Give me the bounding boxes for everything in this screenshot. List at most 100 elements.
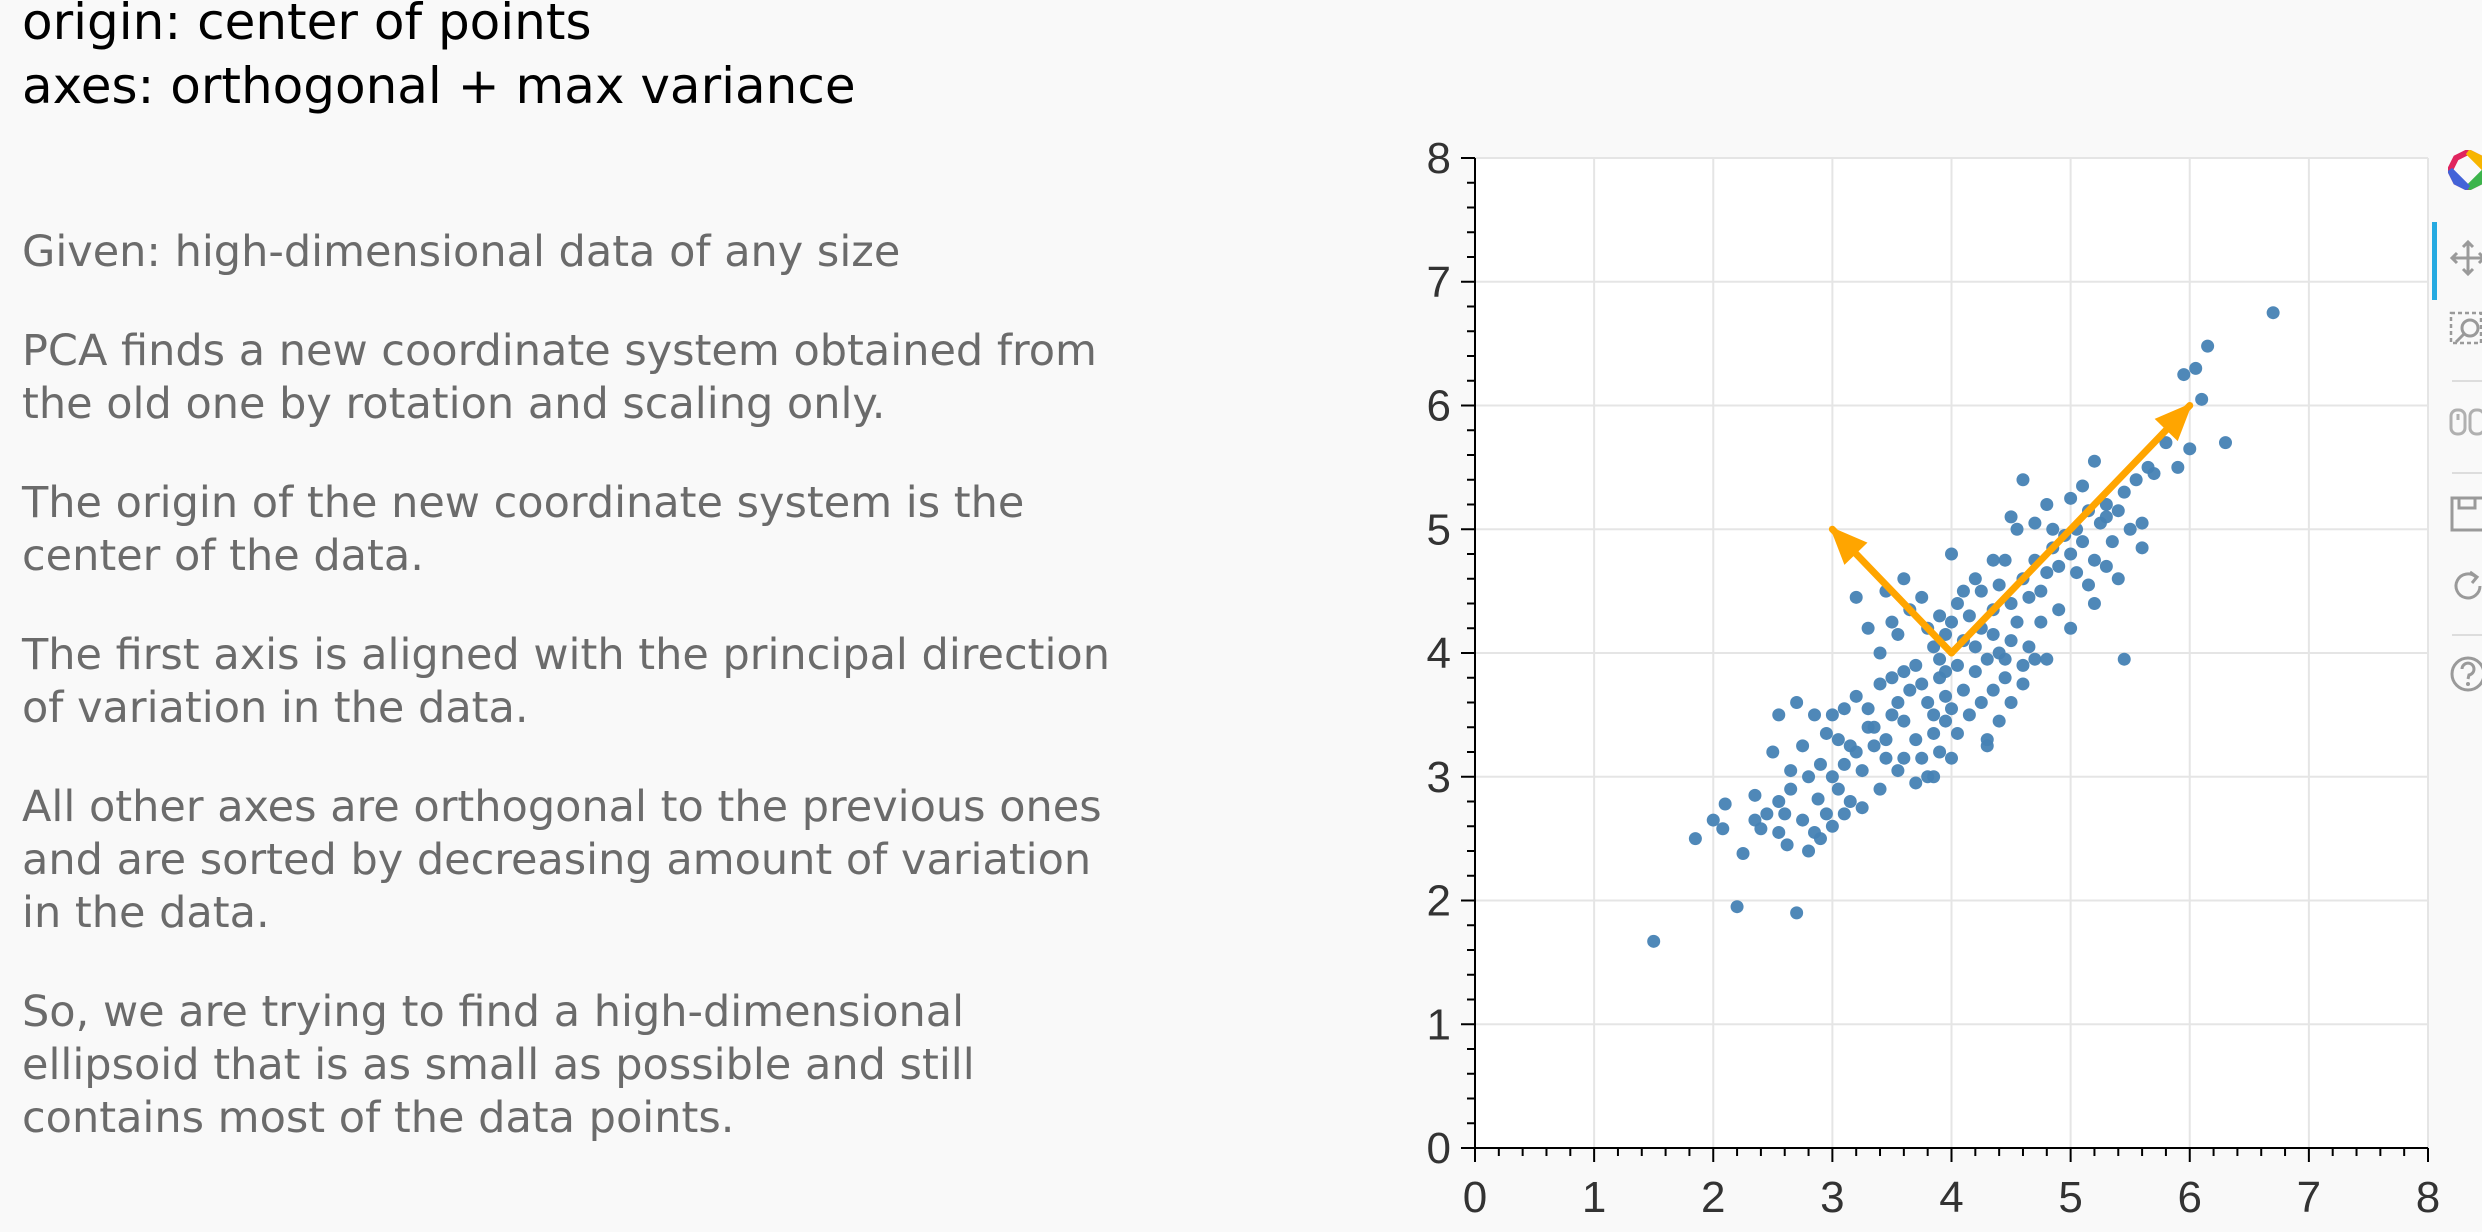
data-point [2004, 510, 2018, 524]
data-point [1968, 572, 1982, 586]
data-point [1813, 832, 1827, 846]
data-point [1780, 838, 1794, 852]
bokeh-logo-icon[interactable] [2448, 150, 2482, 190]
data-point [2123, 522, 2137, 536]
data-point [2016, 658, 2030, 672]
wheel-zoom-icon[interactable] [2448, 402, 2482, 442]
second-principal-axis-head [1829, 526, 1868, 565]
axes: 0 1 2 3 4 5 6 7 8 0 1 2 3 4 5 6 7 8 [1427, 140, 2440, 1222]
x-tick-label: 0 [1463, 1173, 1487, 1222]
data-point [1939, 714, 1953, 728]
data-point [2070, 566, 2084, 580]
data-point [1956, 584, 1970, 598]
data-point [2105, 535, 2119, 549]
data-point [1730, 900, 1744, 914]
paragraph-given: Given: high-dimensional data of any size [22, 227, 901, 277]
data-point [1813, 757, 1827, 771]
data-point [1891, 764, 1905, 778]
data-point [1736, 846, 1750, 860]
data-point [1849, 689, 1863, 703]
data-point [2004, 696, 2018, 709]
data-point [1772, 825, 1786, 839]
data-point [1784, 764, 1798, 778]
data-point [2117, 652, 2131, 666]
paragraph-other-axes: All other axes are orthogonal to the pre… [22, 782, 1102, 938]
data-point [1933, 745, 1947, 759]
data-point [1945, 615, 1958, 629]
help-icon[interactable] [2448, 654, 2482, 694]
data-point [1956, 683, 1970, 697]
y-tick-label: 5 [1427, 505, 1451, 554]
x-tick-label: 6 [2178, 1173, 2202, 1222]
data-point [1909, 733, 1923, 747]
data-point [1992, 714, 2006, 728]
data-point [1754, 822, 1768, 836]
paragraph-origin: The origin of the new coordinate system … [22, 478, 1025, 581]
data-point [2087, 454, 2101, 468]
x-tick-label: 5 [2058, 1173, 2082, 1222]
data-point [1921, 696, 1935, 709]
data-point [1986, 627, 2000, 641]
x-tick-label: 2 [1701, 1173, 1725, 1222]
data-point [1933, 652, 1947, 666]
data-point [1897, 665, 1911, 679]
plot-toolbar [2420, 150, 2482, 710]
box-zoom-icon[interactable] [2448, 310, 2482, 350]
data-point [1885, 615, 1899, 629]
y-tick-label: 1 [1427, 1000, 1451, 1049]
data-point [2111, 504, 2125, 518]
data-point [1879, 751, 1893, 765]
save-icon[interactable] [2448, 494, 2482, 534]
data-point [1950, 658, 1964, 672]
data-point [2046, 522, 2060, 536]
data-point [1945, 547, 1958, 561]
data-point [1897, 714, 1911, 728]
toolbar-separator [2452, 380, 2482, 382]
data-point [1945, 702, 1958, 716]
data-point [2034, 584, 2048, 598]
y-tick-label: 8 [1427, 140, 1451, 183]
data-point [2177, 368, 2191, 382]
data-point [2076, 535, 2090, 549]
principal-axis-arrows [1828, 402, 2194, 657]
paragraph-ellipsoid: So, we are trying to find a high-dimensi… [22, 987, 975, 1143]
data-point [2129, 473, 2143, 487]
data-point [1796, 813, 1810, 827]
data-point [1950, 726, 1964, 740]
data-point [2183, 442, 2197, 456]
data-point [2099, 510, 2113, 524]
data-point [1796, 739, 1810, 753]
data-point [1980, 652, 1994, 666]
data-point [1933, 609, 1947, 623]
data-point [1915, 677, 1929, 691]
data-point [2016, 473, 2030, 487]
data-point [1873, 782, 1887, 796]
title-line-2: axes: orthogonal + max variance [22, 57, 856, 115]
data-point [1784, 782, 1798, 796]
data-point [1867, 739, 1881, 753]
data-point [2111, 572, 2125, 586]
data-point [2064, 491, 2078, 505]
data-point [2022, 640, 2036, 654]
data-point [1897, 751, 1911, 765]
data-point [1927, 770, 1941, 784]
data-point [1861, 702, 1875, 716]
data-point [1718, 797, 1732, 811]
data-point [1968, 665, 1982, 679]
data-point [1867, 720, 1881, 734]
pan-icon[interactable] [2448, 238, 2482, 278]
data-point [1825, 770, 1839, 784]
y-tick-label: 6 [1427, 382, 1451, 431]
data-point [2040, 498, 2054, 511]
data-point [2171, 460, 2185, 474]
data-point [1808, 708, 1822, 722]
data-point [1802, 770, 1816, 784]
scatter-plot[interactable]: 0 1 2 3 4 5 6 7 8 0 1 2 3 4 5 6 7 8 [1380, 140, 2440, 1232]
data-point [1849, 590, 1863, 604]
reset-icon[interactable] [2448, 566, 2482, 606]
data-point [1873, 646, 1887, 660]
data-point [2040, 652, 2054, 666]
y-tick-label: 3 [1427, 753, 1451, 802]
data-point [1879, 733, 1893, 747]
